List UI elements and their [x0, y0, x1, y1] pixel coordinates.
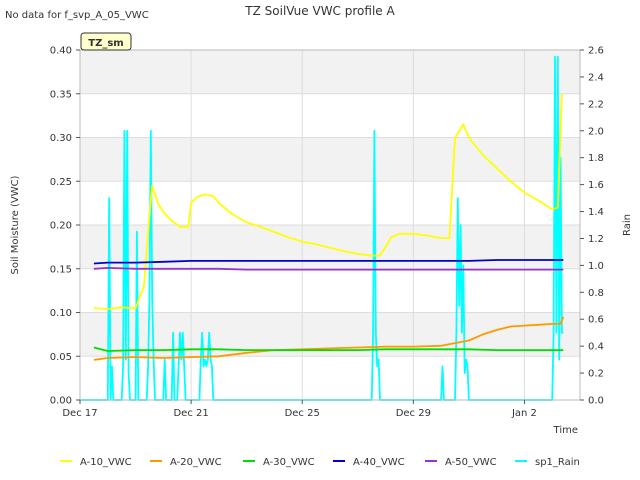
plot-band — [80, 50, 580, 94]
y-tick-label: 0.15 — [50, 264, 72, 275]
y-tick-label: 0.40 — [50, 46, 72, 57]
x-axis-label: Time — [553, 425, 578, 436]
x-tick-label: Dec 29 — [396, 408, 431, 419]
legend-label-a-10-vwc: A-10_VWC — [80, 457, 132, 468]
x-tick-label: Dec 21 — [173, 408, 208, 419]
y2-tick-label: 2.6 — [588, 46, 604, 57]
y2-axis-label: Rain — [622, 214, 633, 236]
station-badge: TZ_sm — [80, 32, 132, 51]
x-tick-label: Dec 17 — [62, 408, 97, 419]
x-axis: Dec 17 Dec 21 Dec 25 Dec 29 Jan 2 — [62, 400, 537, 419]
legend-label-a-20-vwc: A-20_VWC — [170, 457, 222, 468]
legend-label-a-30-vwc: A-30_VWC — [263, 457, 315, 468]
x-tick-label: Dec 25 — [285, 408, 320, 419]
y-axis-right: 0.0 0.2 0.4 0.6 0.8 1.0 1.2 1.4 1.6 1.8 2.0 2.2 2.4 2… — [580, 46, 604, 407]
y-tick-label: 0.10 — [50, 308, 72, 319]
y2-tick-label: 0.0 — [588, 396, 604, 407]
y2-tick-label: 1.6 — [588, 180, 604, 191]
series-line-a-30-vwc — [93, 346, 564, 352]
legend: A-10_VWC A-20_VWC A-30_VWC A-40_VWC A-50_VWC… — [60, 457, 580, 468]
y-axis-label: Soil Moisture (VWC) — [10, 175, 21, 274]
y2-tick-label: 1.0 — [588, 261, 604, 272]
plot-band — [80, 137, 580, 182]
y-tick-label: 0.20 — [50, 221, 72, 232]
y-tick-label: 0.35 — [50, 89, 72, 100]
series-line-a-10-vwc — [93, 93, 563, 310]
y2-tick-label: 2.4 — [588, 72, 604, 83]
y2-tick-label: 2.0 — [588, 126, 604, 137]
y2-tick-label: 1.2 — [588, 234, 604, 245]
y-axis-left: 0.00 0.05 0.10 0.15 0.20 0.25 0.30 0.35 0.40 — [50, 46, 80, 407]
y-tick-label: 0.00 — [50, 396, 72, 407]
legend-label-a-40-vwc: A-40_VWC — [353, 457, 405, 468]
series-line-a-50-vwc — [93, 266, 564, 271]
chart-title: TZ SoilVue VWC profile A — [244, 4, 395, 18]
series-line-a-40-vwc — [93, 259, 564, 265]
legend-label-a-50-vwc: A-50_VWC — [445, 457, 497, 468]
station-badge-box — [80, 32, 132, 51]
y-tick-label: 0.05 — [50, 352, 72, 363]
y2-tick-label: 0.8 — [588, 288, 604, 299]
y2-tick-label: 0.6 — [588, 315, 604, 326]
y2-tick-label: 1.8 — [588, 153, 604, 164]
plot-bands — [80, 50, 580, 357]
y2-tick-label: 0.4 — [588, 342, 604, 353]
series-line-a-20-vwc — [93, 316, 565, 361]
legend-label-sp1-rain: sp1_Rain — [535, 457, 580, 468]
y-tick-label: 0.30 — [50, 133, 72, 144]
no-data-note: No data for f_svp_A_05_VWC — [5, 10, 149, 21]
y2-tick-label: 1.4 — [588, 207, 604, 218]
y-tick-label: 0.25 — [50, 177, 72, 188]
station-badge-label: TZ_sm — [88, 38, 123, 49]
y2-tick-label: 2.2 — [588, 99, 604, 110]
y2-tick-label: 0.2 — [588, 369, 604, 380]
x-tick-label: Jan 2 — [511, 408, 537, 419]
